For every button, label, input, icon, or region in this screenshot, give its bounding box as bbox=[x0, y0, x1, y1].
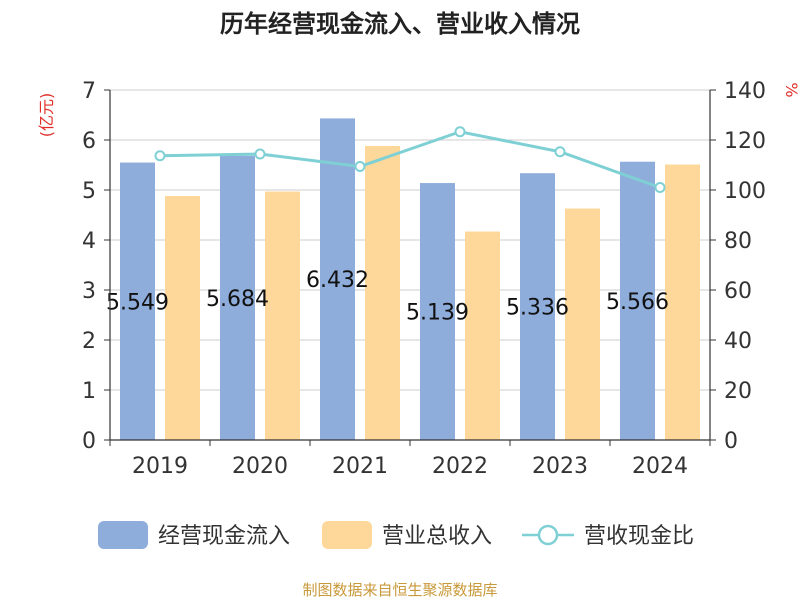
bar-revenue bbox=[265, 191, 300, 440]
bar-value-label: 6.432 bbox=[306, 268, 369, 293]
source-note: 制图数据来自恒生聚源数据库 bbox=[302, 581, 497, 599]
ratio-line bbox=[154, 126, 666, 193]
ratio-point bbox=[654, 182, 666, 193]
bar-revenue bbox=[465, 231, 500, 440]
x-tick-label: 2022 bbox=[432, 454, 488, 479]
ratio-point bbox=[454, 126, 466, 138]
bar-value-label: 5.336 bbox=[506, 296, 569, 321]
y-left-unit: (亿元) bbox=[37, 93, 56, 138]
y-left-tick-label: 1 bbox=[82, 379, 96, 404]
bar-revenue bbox=[665, 164, 700, 440]
y-right-tick-label: 40 bbox=[724, 329, 752, 354]
x-tick-label: 2021 bbox=[332, 454, 388, 479]
y-left-tick-label: 7 bbox=[82, 79, 96, 104]
bar-value-label: 5.684 bbox=[206, 287, 269, 312]
bars bbox=[120, 118, 700, 441]
y-right-tick-label: 20 bbox=[724, 379, 752, 404]
axes: 0 1 2 3 4 5 6 7 0 20 40 60 80 100 120 140 2019 2020 2021 20… bbox=[82, 79, 766, 479]
y-left-tick-label: 4 bbox=[82, 229, 96, 254]
ratio-point bbox=[354, 161, 366, 172]
y-left-tick-label: 6 bbox=[82, 129, 96, 154]
y-left-tick-label: 0 bbox=[82, 429, 96, 454]
ratio-point bbox=[554, 146, 566, 158]
bar-revenue bbox=[565, 208, 600, 440]
bar-value-label: 5.139 bbox=[406, 301, 469, 326]
ratio-point bbox=[154, 150, 166, 162]
x-tick-label: 2024 bbox=[632, 454, 688, 479]
legend-label-cashflow[interactable]: 经营现金流入 bbox=[158, 524, 290, 549]
y-right-tick-label: 60 bbox=[724, 279, 752, 304]
legend-swatch-cashflow[interactable] bbox=[98, 521, 148, 549]
bar-value-label: 5.549 bbox=[106, 290, 169, 315]
y-right-tick-label: 140 bbox=[724, 79, 766, 104]
x-tick-label: 2019 bbox=[132, 454, 188, 479]
bar-labels: 5.549 5.684 6.432 5.139 5.336 5.566 bbox=[106, 268, 669, 325]
bar-cashflow bbox=[120, 162, 155, 441]
legend-marker-ratio[interactable] bbox=[537, 524, 559, 546]
ratio-point bbox=[254, 148, 266, 160]
y-left-tick-label: 2 bbox=[82, 329, 96, 354]
bar-revenue bbox=[365, 146, 400, 440]
ratio-line-path bbox=[159, 130, 661, 189]
y-right-tick-label: 80 bbox=[724, 229, 752, 254]
legend-label-ratio[interactable]: 营收现金比 bbox=[584, 524, 694, 549]
bar-revenue bbox=[165, 196, 200, 440]
bar-cashflow bbox=[520, 173, 555, 440]
legend: 经营现金流入 营业总收入 营收现金比 bbox=[98, 521, 694, 549]
bar-cashflow bbox=[420, 183, 455, 441]
chart-title: 历年经营现金流入、营业收入情况 bbox=[220, 10, 580, 38]
x-tick-label: 2023 bbox=[532, 454, 588, 479]
y-right-tick-label: 100 bbox=[724, 179, 766, 204]
y-left-tick-label: 5 bbox=[82, 179, 96, 204]
bar-cashflow bbox=[320, 118, 355, 441]
x-tick-label: 2020 bbox=[232, 454, 288, 479]
y-right-tick-label: 120 bbox=[724, 129, 766, 154]
bar-cashflow bbox=[220, 155, 255, 441]
bar-cashflow bbox=[620, 161, 655, 440]
legend-swatch-revenue[interactable] bbox=[322, 521, 372, 549]
legend-label-revenue[interactable]: 营业总收入 bbox=[382, 524, 492, 549]
y-right-tick-label: 0 bbox=[724, 429, 738, 454]
y-left-tick-label: 3 bbox=[82, 279, 96, 304]
y-right-unit: % bbox=[782, 82, 800, 97]
bar-value-label: 5.566 bbox=[606, 290, 669, 315]
grid-lines bbox=[110, 89, 710, 391]
